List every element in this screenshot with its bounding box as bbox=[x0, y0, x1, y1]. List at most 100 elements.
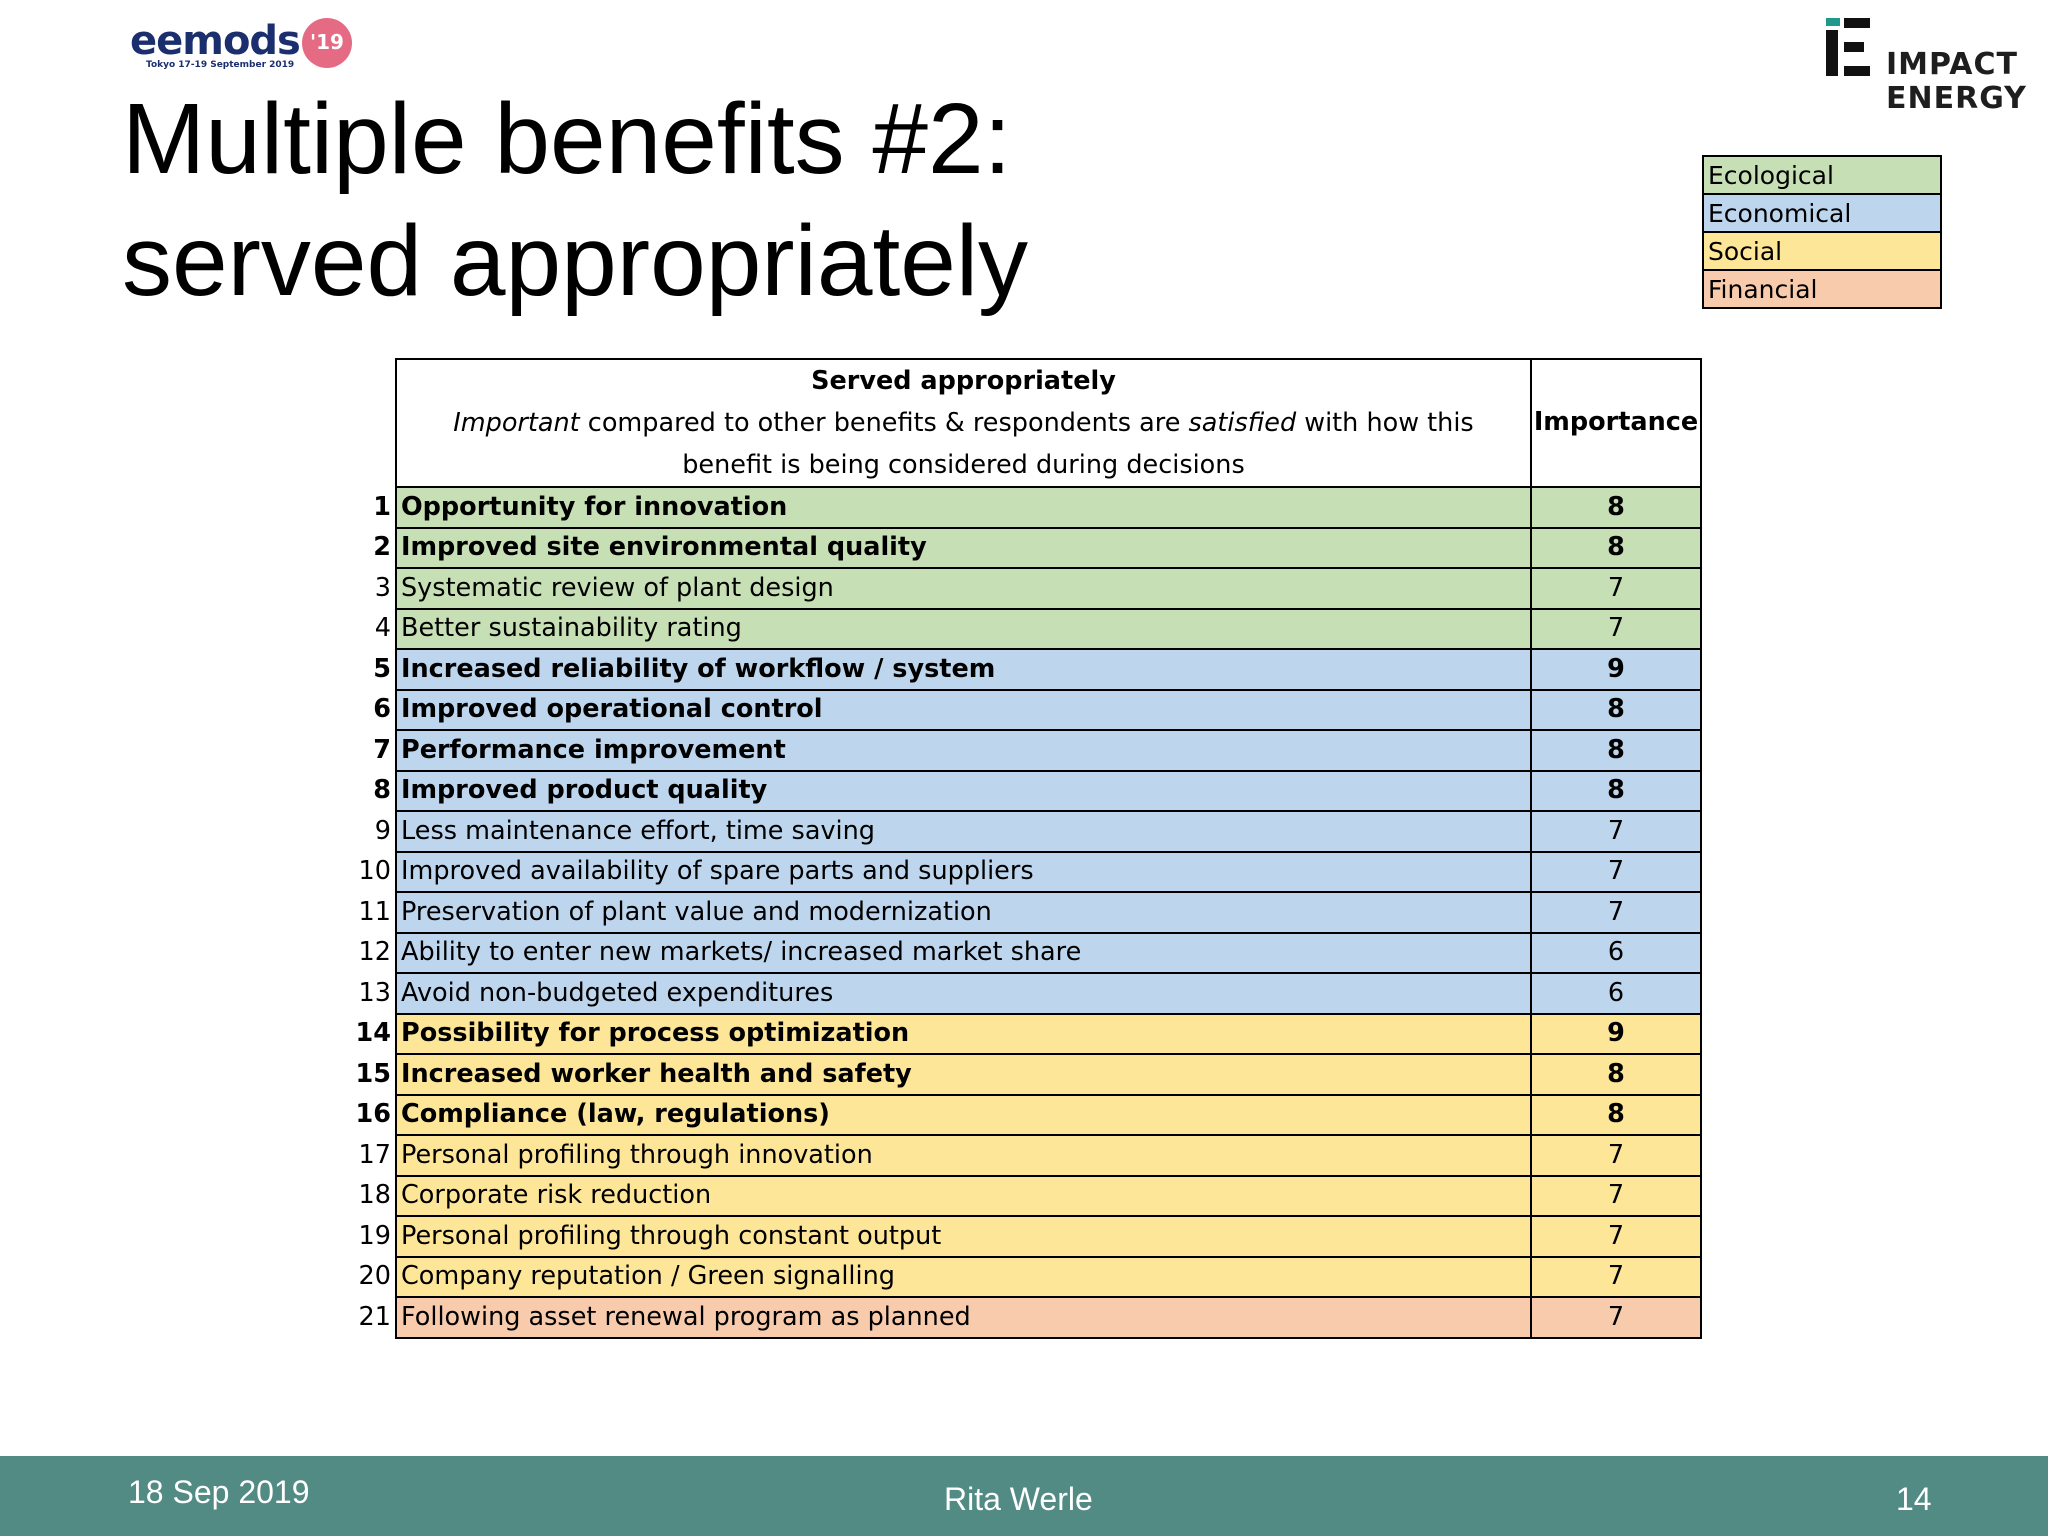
row-benefit: Improved site environmental quality bbox=[395, 526, 1532, 569]
row-importance: 8 bbox=[1530, 769, 1702, 812]
row-benefit: Increased reliability of workflow / syst… bbox=[395, 648, 1532, 691]
row-rank: 20 bbox=[340, 1256, 396, 1297]
row-importance: 7 bbox=[1530, 810, 1702, 853]
row-importance: 8 bbox=[1530, 1053, 1702, 1096]
table-row: 3 Systematic review of plant design 7 bbox=[340, 567, 1702, 610]
eemods-logo-word: eemods bbox=[130, 18, 301, 64]
logo-bar-middle bbox=[1844, 42, 1864, 52]
table-row: 20 Company reputation / Green signalling 7 bbox=[340, 1255, 1702, 1298]
table-row: 18 Corporate risk reduction 7 bbox=[340, 1174, 1702, 1217]
table-header-benefit: Served appropriately Important compared … bbox=[395, 358, 1532, 488]
table-row: 6 Improved operational control 8 bbox=[340, 688, 1702, 731]
table-row: 9 Less maintenance effort, time saving 7 bbox=[340, 810, 1702, 853]
row-benefit: Less maintenance effort, time saving bbox=[395, 810, 1532, 853]
row-benefit: Company reputation / Green signalling bbox=[395, 1255, 1532, 1298]
table-row: 7 Performance improvement 8 bbox=[340, 729, 1702, 772]
row-rank: 14 bbox=[340, 1013, 396, 1054]
legend-item-economical: Economical bbox=[1702, 193, 1942, 233]
impact-energy-logo: IMPACT ENERGY bbox=[1826, 18, 2026, 118]
row-rank: 12 bbox=[340, 932, 396, 973]
row-benefit: Better sustainability rating bbox=[395, 607, 1532, 650]
benefits-table-wrapper: Served appropriately Important compared … bbox=[340, 358, 1702, 1339]
footer-page-number: 14 bbox=[1896, 1481, 1932, 1517]
table-header-row: Served appropriately Important compared … bbox=[340, 358, 1702, 488]
footer-date: 18 Sep 2019 bbox=[128, 1474, 310, 1510]
row-rank: 16 bbox=[340, 1094, 396, 1135]
legend-row: Economical bbox=[1702, 193, 1942, 233]
slide-title: Multiple benefits #2: served appropriate… bbox=[122, 78, 1122, 322]
row-rank: 13 bbox=[340, 973, 396, 1014]
row-importance: 8 bbox=[1530, 526, 1702, 569]
row-rank: 15 bbox=[340, 1054, 396, 1095]
category-legend: Ecological Economical Social Financial bbox=[1702, 155, 1942, 309]
row-rank: 21 bbox=[340, 1297, 396, 1338]
row-importance: 8 bbox=[1530, 688, 1702, 731]
row-benefit: Possibility for process optimization bbox=[395, 1012, 1532, 1055]
table-row: 12 Ability to enter new markets/ increase… bbox=[340, 931, 1702, 974]
impact-energy-wordmark: IMPACT ENERGY bbox=[1886, 47, 2027, 116]
footer-author: Rita Werle bbox=[944, 1481, 1093, 1517]
table-row: 17 Personal profiling through innovation 7 bbox=[340, 1134, 1702, 1177]
row-rank: 9 bbox=[340, 811, 396, 852]
row-rank: 2 bbox=[340, 527, 396, 568]
table-row: 8 Improved product quality 8 bbox=[340, 769, 1702, 812]
row-importance: 6 bbox=[1530, 931, 1702, 974]
row-benefit: Opportunity for innovation bbox=[395, 486, 1532, 529]
row-rank: 17 bbox=[340, 1135, 396, 1176]
row-rank: 4 bbox=[340, 608, 396, 649]
table-row: 10 Improved availability of spare parts a… bbox=[340, 850, 1702, 893]
row-rank: 18 bbox=[340, 1175, 396, 1216]
row-importance: 7 bbox=[1530, 1296, 1702, 1339]
table-row: 19 Personal profiling through constant ou… bbox=[340, 1215, 1702, 1258]
table-header-importance: Importance bbox=[1530, 358, 1702, 488]
row-benefit: Increased worker health and safety bbox=[395, 1053, 1532, 1096]
logo-bar-vertical bbox=[1826, 30, 1838, 76]
row-rank: 5 bbox=[340, 649, 396, 690]
legend-item-social: Social bbox=[1702, 231, 1942, 271]
row-importance: 7 bbox=[1530, 1255, 1702, 1298]
row-rank: 7 bbox=[340, 730, 396, 771]
slide-title-line1: Multiple benefits #2: bbox=[122, 83, 1012, 195]
eemods-logo-year: '19 bbox=[310, 30, 344, 54]
table-row: 16 Compliance (law, regulations) 8 bbox=[340, 1093, 1702, 1136]
row-benefit: Improved availability of spare parts and… bbox=[395, 850, 1532, 893]
legend-row: Ecological bbox=[1702, 155, 1942, 195]
row-benefit: Improved operational control bbox=[395, 688, 1532, 731]
legend-item-financial: Financial bbox=[1702, 269, 1942, 309]
row-rank: 11 bbox=[340, 892, 396, 933]
table-row: 2 Improved site environmental quality 8 bbox=[340, 526, 1702, 569]
row-benefit: Corporate risk reduction bbox=[395, 1174, 1532, 1217]
legend-row: Social bbox=[1702, 231, 1942, 271]
row-benefit: Ability to enter new markets/ increased … bbox=[395, 931, 1532, 974]
row-rank: 10 bbox=[340, 851, 396, 892]
eemods-logo: eemods '19 Tokyo 17-19 September 2019 bbox=[130, 18, 370, 78]
row-importance: 8 bbox=[1530, 729, 1702, 772]
row-benefit: Avoid non-budgeted expenditures bbox=[395, 972, 1532, 1015]
row-importance: 7 bbox=[1530, 850, 1702, 893]
table-row: 11 Preservation of plant value and modern… bbox=[340, 891, 1702, 934]
row-benefit: Personal profiling through constant outp… bbox=[395, 1215, 1532, 1258]
row-importance: 7 bbox=[1530, 1174, 1702, 1217]
table-row: 21 Following asset renewal program as pla… bbox=[340, 1296, 1702, 1339]
row-rank: 8 bbox=[340, 770, 396, 811]
row-importance: 7 bbox=[1530, 1134, 1702, 1177]
logo-bar-top bbox=[1844, 18, 1870, 28]
row-benefit: Compliance (law, regulations) bbox=[395, 1093, 1532, 1136]
row-benefit: Personal profiling through innovation bbox=[395, 1134, 1532, 1177]
logo-bar-bottom bbox=[1844, 66, 1870, 76]
eemods-logo-subtitle: Tokyo 17-19 September 2019 bbox=[146, 60, 295, 70]
table-row: 4 Better sustainability rating 7 bbox=[340, 607, 1702, 650]
row-importance: 7 bbox=[1530, 891, 1702, 934]
row-importance: 8 bbox=[1530, 1093, 1702, 1136]
table-row: 5 Increased reliability of workflow / sys… bbox=[340, 648, 1702, 691]
row-rank: 3 bbox=[340, 568, 396, 609]
footer-bar: 18 Sep 2019 Rita Werle 14 bbox=[0, 1456, 2048, 1536]
legend-row: Financial bbox=[1702, 269, 1942, 309]
row-benefit: Preservation of plant value and moderniz… bbox=[395, 891, 1532, 934]
row-benefit: Performance improvement bbox=[395, 729, 1532, 772]
row-rank: 6 bbox=[340, 689, 396, 730]
logo-teal-mark bbox=[1826, 18, 1840, 26]
row-importance: 9 bbox=[1530, 648, 1702, 691]
eemods-logo-circle bbox=[302, 18, 352, 68]
row-importance: 7 bbox=[1530, 607, 1702, 650]
